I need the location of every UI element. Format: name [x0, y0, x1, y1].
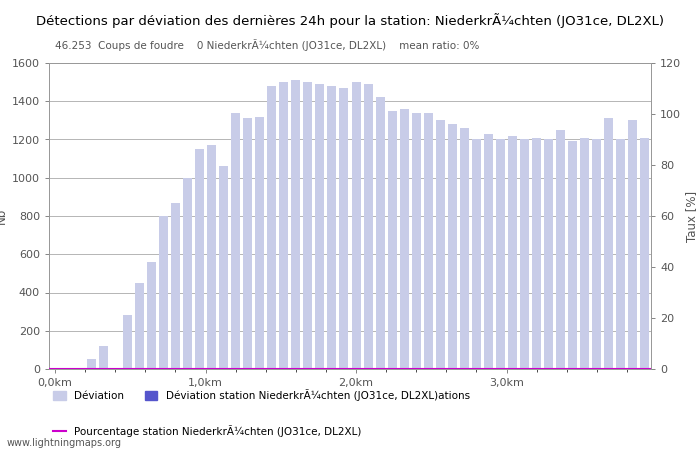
Bar [207, 145, 216, 369]
Bar [316, 84, 324, 369]
Bar [424, 112, 433, 369]
Y-axis label: Nb: Nb [0, 208, 8, 224]
Bar [629, 120, 638, 369]
Y-axis label: Taux [%]: Taux [%] [685, 190, 699, 242]
Bar [122, 315, 132, 369]
Bar [291, 80, 300, 369]
Bar [87, 360, 96, 369]
Bar [183, 178, 192, 369]
Bar [580, 138, 589, 369]
Bar [640, 138, 650, 369]
Bar [363, 84, 372, 369]
Bar [99, 346, 108, 369]
Bar [400, 109, 409, 369]
Bar [508, 135, 517, 369]
Text: Détections par déviation des dernières 24h pour la station: NiederkrÃ¼chten (JO3: Détections par déviation des dernières 2… [36, 14, 664, 28]
Bar [351, 82, 360, 369]
Bar [376, 97, 384, 369]
Bar [388, 111, 397, 369]
Bar [279, 82, 288, 369]
Text: www.lightningmaps.org: www.lightningmaps.org [7, 438, 122, 448]
Bar [436, 120, 445, 369]
Bar [256, 117, 264, 369]
Legend: Pourcentage station NiederkrÃ¼chten (JO31ce, DL2XL): Pourcentage station NiederkrÃ¼chten (JO3… [49, 421, 365, 441]
Bar [472, 140, 481, 369]
Bar [243, 118, 252, 369]
Bar [617, 140, 625, 369]
Bar [544, 140, 553, 369]
Bar [231, 112, 240, 369]
Bar [568, 141, 578, 369]
Bar [604, 118, 613, 369]
Legend: Déviation, Déviation station NiederkrÃ¼chten (JO31ce, DL2XL)ations: Déviation, Déviation station NiederkrÃ¼c… [49, 385, 474, 405]
Bar [171, 202, 180, 369]
Text: 46.253  Coups de foudre    0 NiederkrÃ¼chten (JO31ce, DL2XL)    mean ratio: 0%: 46.253 Coups de foudre 0 NiederkrÃ¼chten… [55, 39, 480, 51]
Bar [556, 130, 565, 369]
Bar [340, 88, 349, 369]
Bar [592, 140, 601, 369]
Bar [484, 134, 493, 369]
Bar [195, 149, 204, 369]
Bar [412, 112, 421, 369]
Bar [267, 86, 276, 369]
Bar [328, 86, 337, 369]
Bar [219, 166, 228, 369]
Bar [147, 262, 156, 369]
Bar [532, 138, 541, 369]
Bar [448, 124, 457, 369]
Bar [135, 283, 143, 369]
Bar [159, 216, 168, 369]
Bar [496, 140, 505, 369]
Bar [460, 128, 469, 369]
Bar [520, 140, 529, 369]
Bar [303, 82, 312, 369]
